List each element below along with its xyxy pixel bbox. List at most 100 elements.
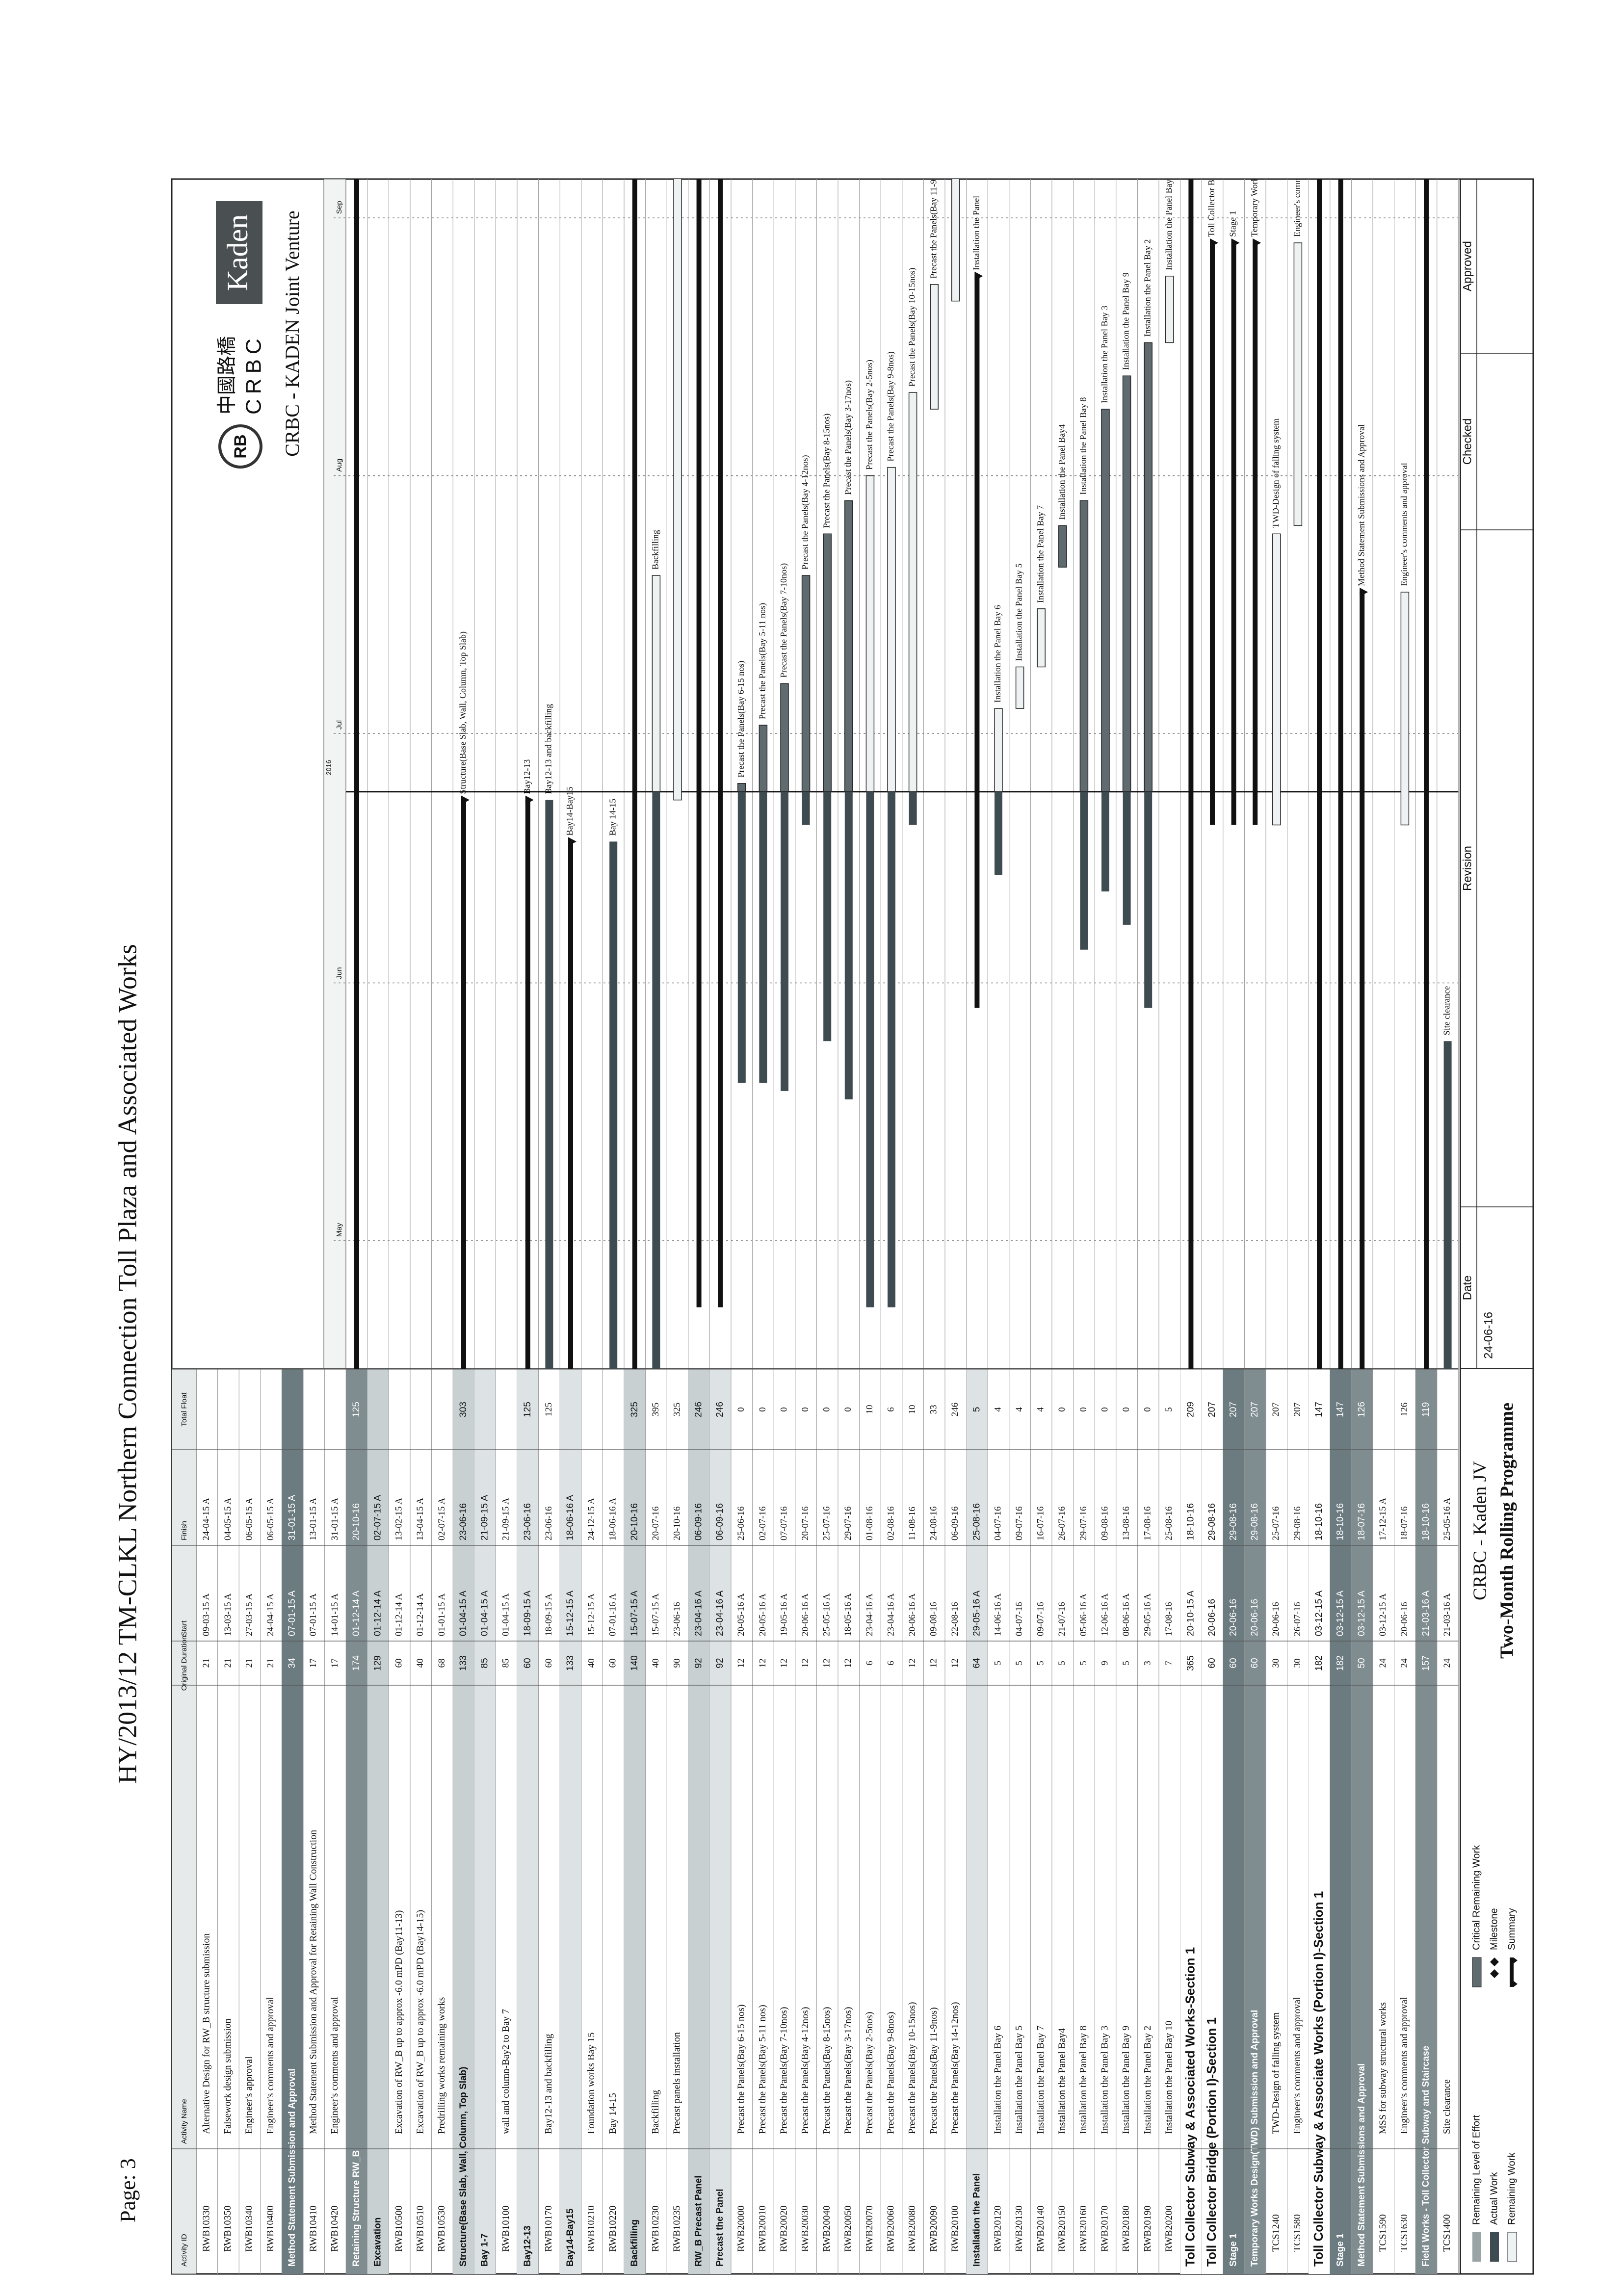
summary-bar bbox=[525, 800, 530, 1369]
start-date: 20-05-16 A bbox=[736, 1593, 746, 1636]
activity-name: Engineer's comments and approval bbox=[1292, 1997, 1303, 2134]
activity-id: RWB20000 bbox=[735, 2206, 746, 2252]
start-date: 25-05-16 A bbox=[822, 1593, 832, 1636]
finish-date: 25-08-16 bbox=[971, 1503, 982, 1540]
start-date: 04-07-16 bbox=[1014, 1602, 1024, 1636]
bar-label: Installation the Panel Bay 3 bbox=[1100, 306, 1109, 403]
duration: 92 bbox=[715, 1658, 725, 1668]
bar-label: Installation the Panel Bay 9 bbox=[1121, 272, 1131, 370]
finish-date: 02-07-15 A bbox=[437, 1498, 447, 1540]
duration: 60 bbox=[1207, 1658, 1217, 1668]
remaining-bar bbox=[1122, 375, 1131, 792]
group-band bbox=[688, 1369, 710, 2274]
activity-id: RWB10100 bbox=[500, 2206, 511, 2252]
summary-end bbox=[525, 795, 534, 805]
activity-id: TCS1580 bbox=[1292, 2214, 1303, 2252]
start-date: 22-08-16 bbox=[950, 1602, 960, 1636]
column-header: Total Float bbox=[180, 1392, 188, 1427]
actual-bar bbox=[1443, 1041, 1452, 1369]
finish-date: 17-08-16 bbox=[1143, 1506, 1153, 1540]
month-label: May bbox=[335, 1223, 343, 1237]
bar-label: Backfilling bbox=[651, 530, 660, 570]
group-band bbox=[453, 1369, 474, 2274]
remaining-bar bbox=[1037, 608, 1046, 668]
legend-label: Remaining Work bbox=[1506, 2152, 1517, 2225]
duration: 21 bbox=[265, 1659, 276, 1668]
actual-bar bbox=[1101, 791, 1109, 892]
finish-date: 06-05-15 A bbox=[265, 1498, 276, 1540]
bar-label: Method Statement Submissions and Approva… bbox=[1356, 424, 1366, 586]
total-float: 126 bbox=[1357, 1402, 1367, 1417]
activity-id: RWB20070 bbox=[864, 2206, 875, 2252]
finish-date: 09-07-16 bbox=[1014, 1506, 1024, 1540]
start-date: 20-06-16 A bbox=[907, 1593, 917, 1636]
group-name: Stage 1 bbox=[1229, 2233, 1239, 2267]
timeline-year: 2016 bbox=[325, 760, 333, 775]
activity-id: RWB10410 bbox=[308, 2206, 318, 2252]
bar-label: Installation the Panel Bay4 bbox=[1057, 424, 1067, 520]
finish-date: 23-06-16 bbox=[458, 1503, 469, 1540]
logo-chinese: 中國路橋 bbox=[216, 336, 238, 415]
duration: 182 bbox=[1314, 1655, 1324, 1671]
finish-date: 24-04-15 A bbox=[201, 1498, 211, 1540]
activity-name: Precast the Panels(Bay 3-17nos) bbox=[842, 2007, 853, 2134]
finish-date: 20-10-16 bbox=[351, 1503, 362, 1540]
remaining-bar bbox=[1272, 533, 1281, 826]
group-band bbox=[1244, 1369, 1266, 2274]
activity-name: Foundation works Bay 15 bbox=[586, 2033, 597, 2134]
activity-name: Installation the Panel Bay 5 bbox=[1014, 2026, 1024, 2134]
finish-date: 01-08-16 bbox=[864, 1506, 875, 1540]
activity-id: RWB20140 bbox=[1035, 2206, 1046, 2252]
total-float: 10 bbox=[864, 1405, 875, 1414]
activity-id: RWB10350 bbox=[222, 2206, 233, 2252]
bar-label: Precast the Panels(Bay 7-10nos) bbox=[779, 563, 789, 678]
activity-id: RWB10330 bbox=[201, 2206, 211, 2252]
group-name: Precast the Panel bbox=[715, 2189, 725, 2267]
total-float: 0 bbox=[843, 1407, 853, 1412]
summary-end bbox=[568, 837, 576, 846]
activity-name: Precast the Panels(Bay 14-12nos) bbox=[949, 2002, 960, 2134]
legend-swatch bbox=[1490, 2232, 1499, 2262]
gantt-area: Retaining Structure RW_BStructure(Base S… bbox=[354, 179, 1452, 1369]
group-name: Excavation bbox=[373, 2218, 383, 2267]
total-float: 119 bbox=[1421, 1402, 1431, 1417]
finish-date: 18-10-16 bbox=[1185, 1503, 1196, 1540]
logo: RB 中國路橋 CRBC Kaden CRBC - KADEN Joint Ve… bbox=[216, 201, 303, 469]
duration: 129 bbox=[373, 1655, 383, 1671]
finish-date: 13-08-16 bbox=[1121, 1506, 1131, 1540]
group-band bbox=[1351, 1369, 1373, 2274]
start-date: 20-06-16 A bbox=[800, 1593, 811, 1636]
activity-name: Installation the Panel Bay 7 bbox=[1035, 2026, 1046, 2134]
finish-date: 25-06-16 bbox=[736, 1506, 746, 1540]
schedule: Activity ID Activity Name Original Duratio… bbox=[171, 179, 1461, 2274]
activity-name: MSS for subway structural works bbox=[1377, 2002, 1388, 2134]
activity-id: RWB10510 bbox=[415, 2206, 425, 2252]
finish-date: 02-07-16 bbox=[758, 1506, 768, 1540]
start-date: 01-12-14 A bbox=[394, 1593, 404, 1636]
actual-bar bbox=[909, 791, 917, 825]
total-float: 246 bbox=[694, 1402, 704, 1417]
activity-name: Installation the Panel Bay4 bbox=[1056, 2028, 1067, 2134]
activity-name: Installation the Panel Bay 6 bbox=[993, 2026, 1003, 2134]
month-label: Jul bbox=[335, 720, 343, 730]
bar-label: Precast the Panels(Bay 8-15nos) bbox=[821, 414, 832, 528]
activity-id: RWB10420 bbox=[329, 2206, 340, 2252]
kaden-box bbox=[216, 201, 262, 304]
finish-date: 25-05-16 A bbox=[1442, 1498, 1452, 1540]
start-date: 20-06-16 bbox=[1271, 1602, 1281, 1636]
total-float: 0 bbox=[1100, 1407, 1110, 1412]
group-name: Field Works - Toll Collector Subway and … bbox=[1421, 2046, 1431, 2267]
actual-bar bbox=[609, 841, 618, 1369]
legend-label: Actual Work bbox=[1489, 2172, 1499, 2225]
finish-date: 17-12-15 A bbox=[1378, 1498, 1388, 1540]
actual-bar bbox=[888, 791, 895, 1307]
activity-id: RWB20120 bbox=[993, 2206, 1003, 2252]
duration: 133 bbox=[458, 1655, 469, 1671]
summary-end bbox=[1210, 238, 1218, 247]
duration: 30 bbox=[1271, 1659, 1281, 1668]
column-header: Start bbox=[180, 1620, 188, 1636]
activity-id: RWB10400 bbox=[265, 2206, 276, 2252]
column-header: Finish bbox=[180, 1521, 188, 1540]
